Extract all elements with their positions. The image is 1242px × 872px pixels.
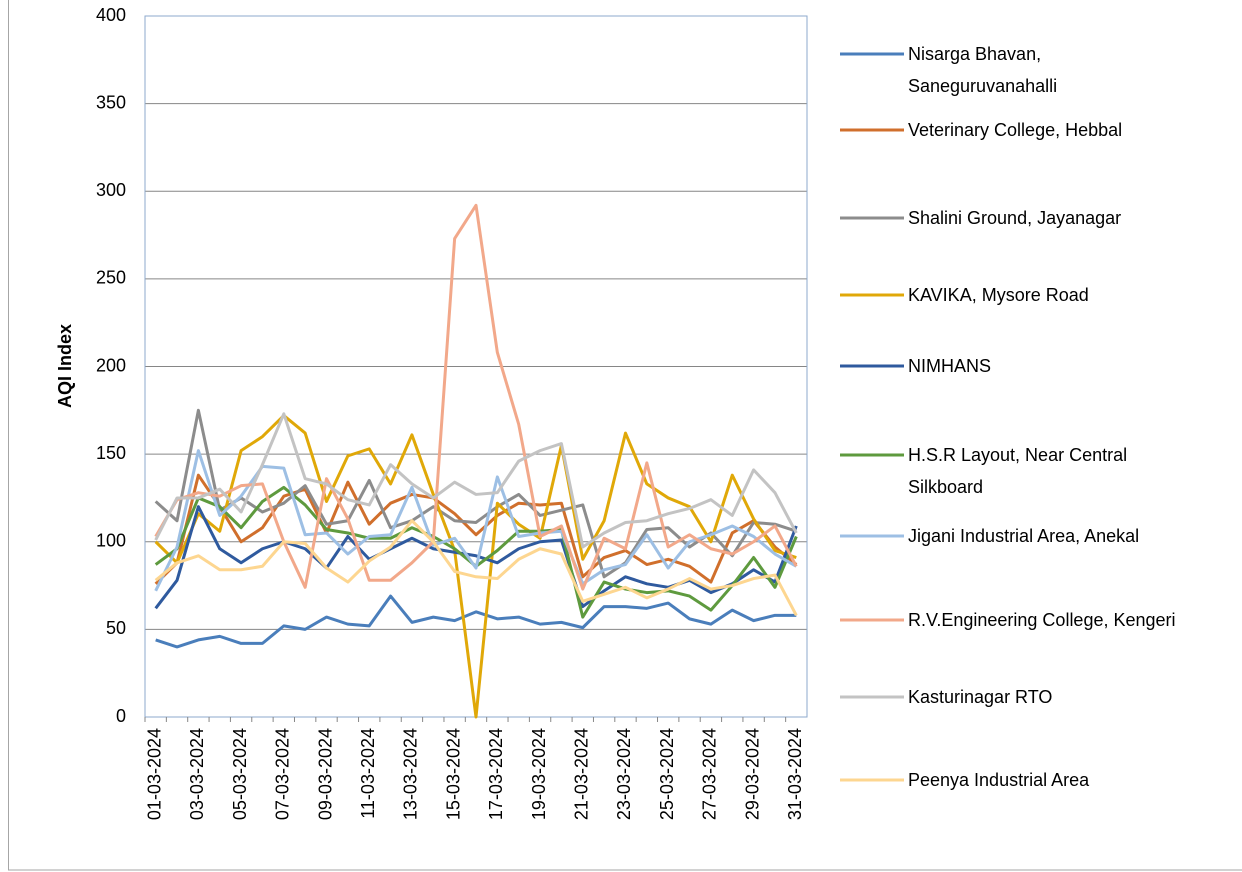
y-tick-label: 100 bbox=[96, 531, 126, 551]
series-line bbox=[154, 505, 798, 610]
legend-label: Peenya Industrial Area bbox=[908, 770, 1090, 790]
x-tick-label: 11-03-2024 bbox=[358, 728, 378, 819]
y-tick-label: 200 bbox=[96, 355, 126, 375]
x-tick-label: 07-03-2024 bbox=[273, 728, 293, 820]
x-tick-label: 19-03-2024 bbox=[529, 728, 549, 820]
x-tick-label: 17-03-2024 bbox=[486, 728, 506, 820]
y-tick-label: 300 bbox=[96, 180, 126, 200]
x-tick-label: 03-03-2024 bbox=[187, 728, 207, 820]
x-tick-label: 21-03-2024 bbox=[572, 728, 592, 820]
x-tick-label: 25-03-2024 bbox=[657, 728, 677, 820]
legend-label: NIMHANS bbox=[908, 356, 992, 376]
legend-label: KAVIKA, Mysore Road bbox=[908, 285, 1089, 305]
legend-label: H.S.R Layout, Near Central Silkboard bbox=[908, 445, 1128, 497]
y-tick-label: 250 bbox=[96, 268, 126, 288]
x-tick-label: 29-03-2024 bbox=[742, 728, 762, 820]
y-axis-title: AQI Index bbox=[55, 324, 75, 408]
legend-label: Shalini Ground, Jayanagar bbox=[908, 208, 1122, 228]
series-line bbox=[154, 412, 798, 549]
legend-label: Veterinary College, Hebbal bbox=[908, 120, 1123, 140]
x-tick-label: 13-03-2024 bbox=[401, 728, 421, 820]
x-tick-label: 01-03-2024 bbox=[144, 728, 164, 820]
x-tick-label: 27-03-2024 bbox=[700, 728, 720, 820]
chart-border bbox=[8, 0, 1242, 871]
series-line bbox=[154, 414, 797, 719]
legend-label: Kasturinagar RTO bbox=[908, 687, 1053, 707]
x-tick-label: 05-03-2024 bbox=[230, 728, 250, 820]
x-tick-label: 31-03-2024 bbox=[785, 728, 805, 820]
x-tick-label: 15-03-2024 bbox=[443, 728, 463, 820]
series-line bbox=[155, 594, 797, 649]
series-line bbox=[154, 519, 798, 617]
y-tick-label: 400 bbox=[96, 5, 126, 25]
series-line bbox=[154, 485, 798, 619]
legend-label: Jigani Industrial Area, Anekal bbox=[908, 526, 1140, 546]
x-tick-label: 09-03-2024 bbox=[315, 728, 335, 820]
y-tick-label: 0 bbox=[116, 706, 126, 726]
x-tick-label: 23-03-2024 bbox=[614, 728, 634, 820]
legend-label: R.V.Engineering College, Kengeri bbox=[908, 610, 1176, 630]
series-line bbox=[154, 408, 797, 579]
legend-label: Nisarga Bhavan, Saneguruvanahalli bbox=[908, 44, 1058, 96]
series-line bbox=[154, 473, 798, 585]
series-line bbox=[154, 203, 798, 591]
y-tick-label: 150 bbox=[96, 443, 126, 463]
y-tick-label: 350 bbox=[96, 92, 126, 112]
y-tick-label: 50 bbox=[106, 618, 126, 638]
